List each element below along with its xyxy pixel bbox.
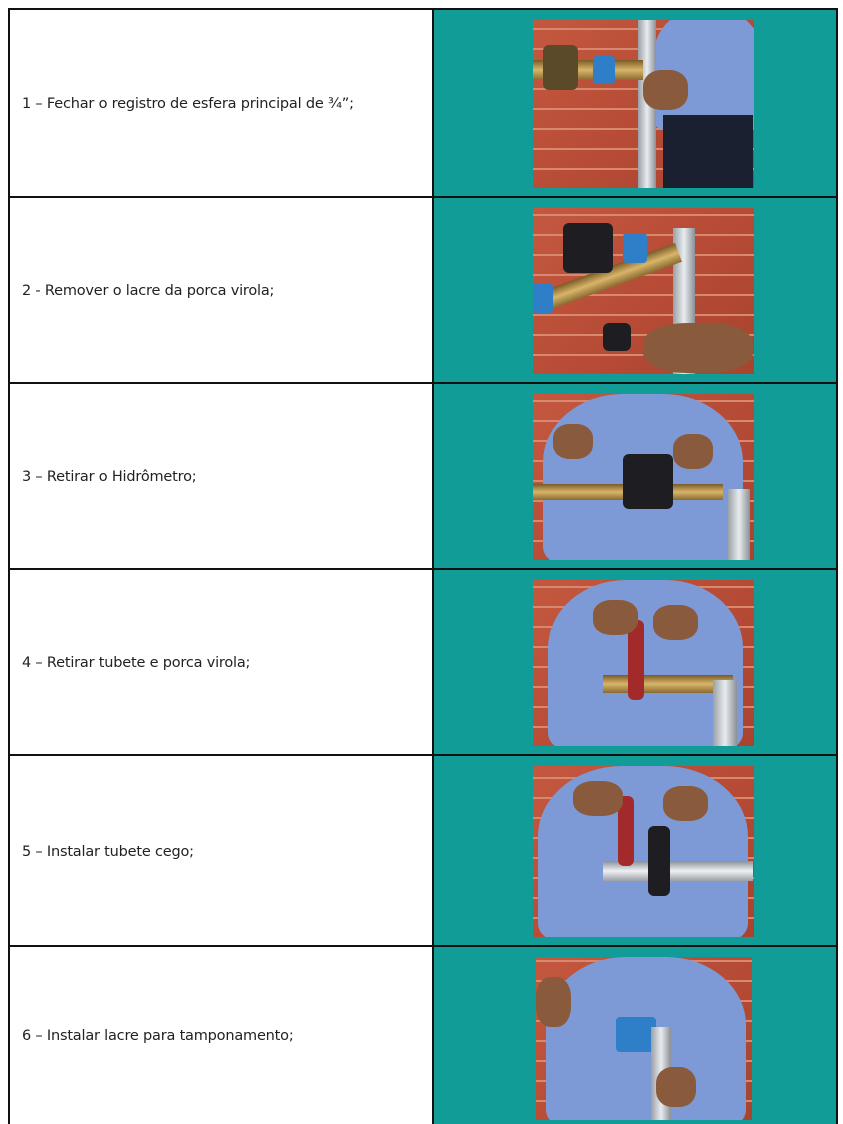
photo-cell (434, 570, 836, 756)
photo-cell (434, 10, 836, 198)
table-row: 6 – Instalar lacre para tamponamento; (8, 945, 838, 1124)
table-row: 1 – Fechar o registro de esfera principa… (8, 8, 838, 198)
step-text: 4 – Retirar tubete e porca virola; (22, 655, 251, 671)
step-text: 6 – Instalar lacre para tamponamento; (22, 1027, 294, 1044)
table-row: 4 – Retirar tubete e porca virola; (8, 568, 838, 756)
step-photo (533, 208, 754, 374)
step-text: 3 – Retirar o Hidrômetro; (22, 469, 197, 485)
step-text: 2 - Remover o lacre da porca virola; (22, 283, 275, 299)
step-photo (533, 394, 754, 560)
step-photo (533, 766, 754, 937)
step-photo (536, 957, 752, 1120)
table-row: 2 - Remover o lacre da porca virola; (8, 196, 838, 384)
photo-cell (434, 384, 836, 570)
step-photo (533, 20, 754, 188)
step-text: 1 – Fechar o registro de esfera principa… (22, 96, 354, 112)
step-text: 5 – Instalar tubete cego; (22, 843, 194, 860)
photo-cell (434, 198, 836, 384)
photo-cell (434, 756, 836, 947)
photo-cell (434, 947, 836, 1124)
step-photo (533, 580, 754, 746)
table-row: 5 – Instalar tubete cego; (8, 754, 838, 947)
table-row: 3 – Retirar o Hidrômetro; (8, 382, 838, 570)
